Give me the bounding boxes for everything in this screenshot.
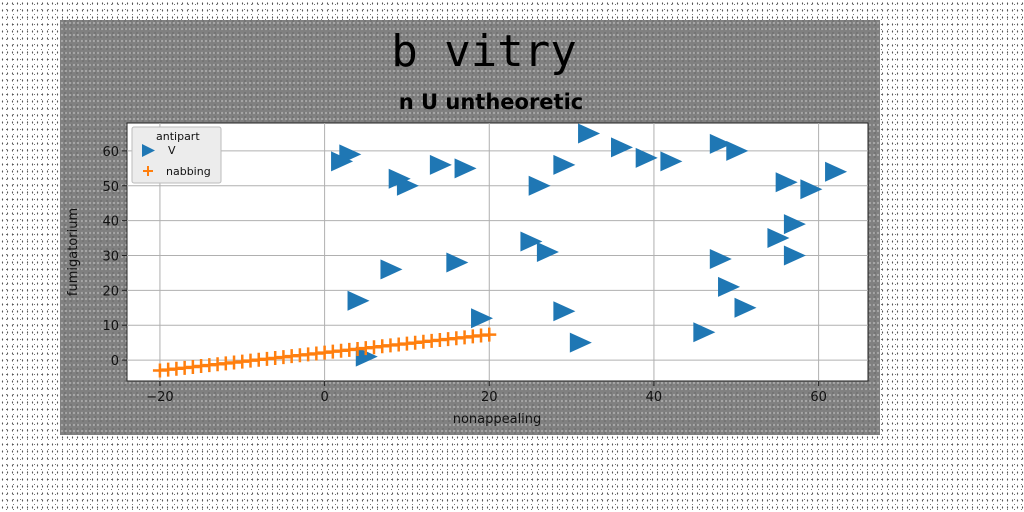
y-tick-label: 50 bbox=[102, 180, 119, 195]
data-point-v bbox=[718, 276, 741, 297]
data-point-v bbox=[783, 245, 806, 266]
data-point-v bbox=[800, 179, 823, 200]
x-tick-label: 0 bbox=[320, 390, 328, 405]
data-point-v bbox=[775, 172, 798, 193]
legend-label-nabbing: nabbing bbox=[166, 165, 211, 178]
y-tick-label: 60 bbox=[102, 145, 119, 160]
y-tick-label: 30 bbox=[102, 249, 119, 264]
x-axis-label: nonappealing bbox=[453, 412, 542, 427]
data-point-v bbox=[429, 154, 452, 175]
scatter-chart: b vitry n U untheoretic −20 0 20 40 60 0 10 20 3… bbox=[66, 26, 869, 427]
data-series bbox=[152, 123, 848, 378]
data-point-v bbox=[347, 290, 370, 311]
legend-label-v: V bbox=[168, 144, 176, 157]
chart-title: b vitry bbox=[391, 26, 576, 77]
legend: antipart V nabbing bbox=[131, 126, 222, 184]
axis-ticks: −20 0 20 40 60 0 10 20 30 40 50 60 bbox=[102, 145, 826, 405]
chart-subtitle: n U untheoretic bbox=[399, 90, 583, 114]
data-point-v bbox=[767, 228, 790, 249]
data-point-nabbing bbox=[482, 327, 497, 342]
legend-marker-v bbox=[142, 144, 155, 157]
y-tick-label: 0 bbox=[111, 354, 119, 369]
data-point-v bbox=[734, 297, 757, 318]
x-tick-label: 60 bbox=[810, 390, 827, 405]
plot-area bbox=[126, 122, 869, 382]
chart-figure: b vitry n U untheoretic −20 0 20 40 60 0 10 20 3… bbox=[60, 20, 880, 435]
data-point-v bbox=[578, 123, 601, 144]
data-point-v bbox=[339, 144, 362, 165]
data-point-v bbox=[726, 140, 749, 161]
data-point-v bbox=[825, 161, 848, 182]
data-point-v bbox=[553, 301, 576, 322]
y-tick-label: 40 bbox=[102, 215, 119, 230]
data-point-v bbox=[528, 175, 551, 196]
y-tick-label: 10 bbox=[102, 319, 119, 334]
data-point-v bbox=[454, 158, 477, 179]
data-point-v bbox=[553, 154, 576, 175]
x-tick-label: 40 bbox=[646, 390, 663, 405]
y-tick-label: 20 bbox=[102, 284, 119, 299]
data-point-v bbox=[355, 346, 378, 367]
x-tick-label: 20 bbox=[481, 390, 498, 405]
data-point-v bbox=[536, 242, 559, 262]
data-point-v bbox=[635, 147, 658, 168]
legend-title: antipart bbox=[156, 130, 200, 143]
data-point-v bbox=[396, 175, 419, 196]
x-tick-label: −20 bbox=[146, 390, 173, 405]
data-point-v bbox=[520, 231, 543, 252]
legend-marker-nabbing bbox=[143, 166, 153, 176]
data-point-v bbox=[709, 248, 732, 269]
y-axis-label: fumigatorium bbox=[66, 208, 81, 296]
data-point-v bbox=[446, 252, 469, 273]
legend-box bbox=[131, 126, 222, 184]
data-point-v bbox=[783, 214, 806, 235]
data-point-v bbox=[611, 137, 633, 158]
data-point-v bbox=[380, 259, 403, 280]
data-point-v bbox=[660, 151, 683, 172]
data-point-v bbox=[693, 322, 716, 343]
data-point-v bbox=[471, 308, 494, 329]
data-point-v bbox=[709, 133, 732, 154]
data-point-v bbox=[569, 332, 592, 353]
